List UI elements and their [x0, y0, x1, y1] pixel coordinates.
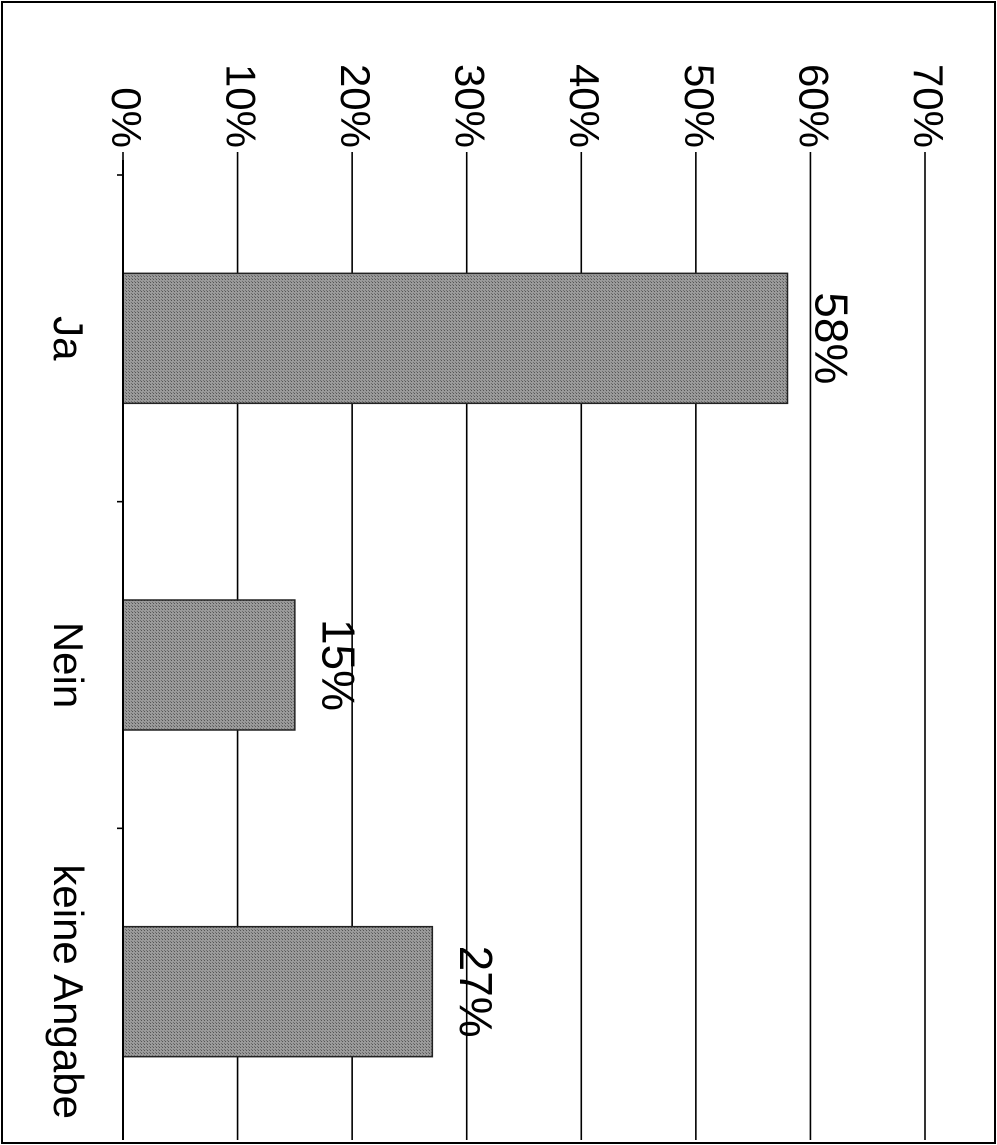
data-label: 27% [450, 946, 502, 1038]
tick-label: 20% [332, 64, 379, 148]
tick-label: 0% [103, 87, 150, 148]
bar [122, 272, 789, 405]
category-labels: Ja Nein keine Angabe [45, 316, 92, 1119]
tick-label: 70% [905, 64, 952, 148]
data-label: 15% [313, 619, 365, 711]
tick-label: 60% [790, 64, 837, 148]
tick-label: 50% [676, 64, 723, 148]
data-label: 58% [805, 292, 857, 384]
bar [122, 925, 434, 1058]
bar [122, 599, 296, 731]
tick-label: 40% [561, 64, 608, 148]
tick-label: 30% [447, 64, 494, 148]
axis-tick-labels: 0% 10% 20% 30% 40% 50% 60% 70% [103, 64, 952, 148]
bars [122, 272, 789, 1058]
value-labels: 58% 15% 27% [313, 292, 858, 1037]
category-label: Nein [45, 622, 92, 708]
category-label: Ja [45, 316, 92, 361]
category-label: keine Angabe [45, 864, 92, 1119]
tick-label: 10% [217, 64, 264, 148]
